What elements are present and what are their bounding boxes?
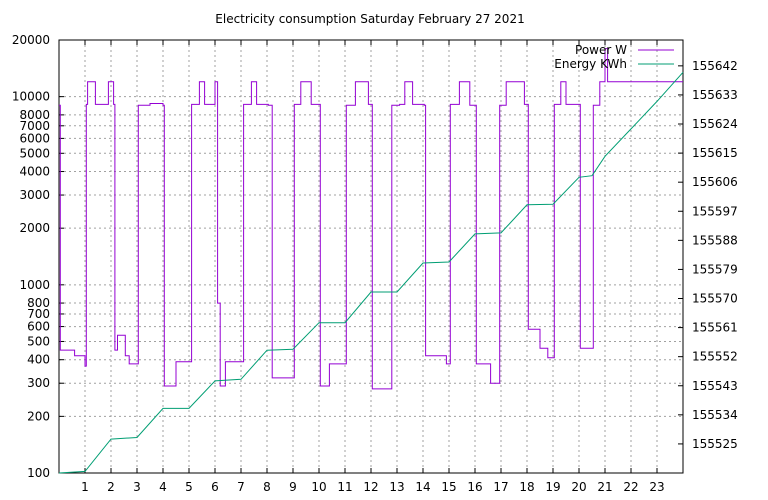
y-right-tick-label: 155624: [692, 117, 738, 131]
y-right-tick-label: 155597: [692, 204, 738, 218]
x-tick-label: 16: [467, 480, 482, 494]
x-tick-label: 8: [263, 480, 271, 494]
y-left-tick-label: 300: [27, 376, 50, 390]
y-right-tick-label: 155588: [692, 233, 738, 247]
y-left-tick-label: 5000: [19, 146, 50, 160]
series-line-power-w: [59, 48, 683, 390]
x-tick-label: 21: [597, 480, 612, 494]
chart-title: Electricity consumption Saturday Februar…: [215, 12, 524, 26]
x-tick-label: 6: [211, 480, 219, 494]
plot-area: 1 2 3 4 5 6 7 8 9 10 11 12 13 14 15 16 17 18 19 20 21 22 23100…: [12, 33, 738, 494]
y-left-tick-label: 1000: [19, 278, 50, 292]
x-tick-label: 9: [289, 480, 297, 494]
y-right-tick-label: 155543: [692, 379, 738, 393]
y-right-tick-label: 155642: [692, 59, 738, 73]
y-left-tick-label: 8000: [19, 108, 50, 122]
y-left-tick-label: 10000: [12, 90, 50, 104]
x-tick-label: 17: [493, 480, 508, 494]
y-right-tick-label: 155579: [692, 262, 738, 276]
legend-label: Energy KWh: [554, 57, 627, 71]
y-left-tick-label: 200: [27, 409, 50, 423]
x-tick-label: 4: [159, 480, 167, 494]
x-tick-label: 14: [415, 480, 430, 494]
x-tick-label: 11: [337, 480, 352, 494]
x-tick-label: 10: [311, 480, 326, 494]
x-tick-label: 18: [519, 480, 534, 494]
y-left-tick-label: 100: [27, 466, 50, 480]
x-tick-label: 15: [441, 480, 456, 494]
x-tick-label: 22: [623, 480, 638, 494]
x-tick-label: 19: [545, 480, 560, 494]
y-right-tick-label: 155570: [692, 292, 738, 306]
x-tick-label: 13: [389, 480, 404, 494]
y-left-tick-label: 800: [27, 296, 50, 310]
x-tick-label: 20: [571, 480, 586, 494]
y-right-tick-label: 155615: [692, 146, 738, 160]
y-right-tick-label: 155552: [692, 350, 738, 364]
y-left-tick-label: 400: [27, 353, 50, 367]
y-left-tick-label: 700: [27, 307, 50, 321]
y-right-tick-label: 155606: [692, 175, 738, 189]
x-tick-label: 3: [133, 480, 141, 494]
x-tick-label: 1: [81, 480, 89, 494]
x-tick-label: 23: [649, 480, 664, 494]
x-tick-label: 12: [363, 480, 378, 494]
y-right-tick-label: 155561: [692, 321, 738, 335]
y-right-tick-label: 155633: [692, 88, 738, 102]
x-tick-label: 7: [237, 480, 245, 494]
legend-label: Power W: [575, 43, 627, 57]
y-left-tick-label: 2000: [19, 221, 50, 235]
y-right-tick-label: 155525: [692, 437, 738, 451]
y-left-tick-label: 500: [27, 334, 50, 348]
y-left-tick-label: 4000: [19, 165, 50, 179]
y-left-tick-label: 600: [27, 320, 50, 334]
y-left-tick-label: 3000: [19, 188, 50, 202]
y-left-tick-label: 6000: [19, 131, 50, 145]
y-right-tick-label: 155534: [692, 408, 738, 422]
series-line-energy-kwh: [58, 71, 684, 474]
x-tick-label: 2: [107, 480, 115, 494]
x-tick-label: 5: [185, 480, 193, 494]
y-left-tick-label: 20000: [12, 33, 50, 47]
y-left-tick-label: 7000: [19, 119, 50, 133]
